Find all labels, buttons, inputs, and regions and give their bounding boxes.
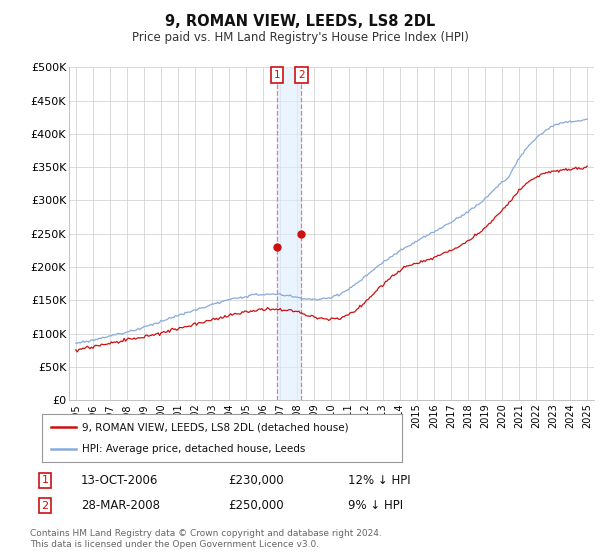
Text: 2: 2 bbox=[298, 70, 305, 80]
Text: 1: 1 bbox=[41, 475, 49, 486]
Text: £250,000: £250,000 bbox=[228, 499, 284, 512]
Text: 28-MAR-2008: 28-MAR-2008 bbox=[81, 499, 160, 512]
Text: 9, ROMAN VIEW, LEEDS, LS8 2DL (detached house): 9, ROMAN VIEW, LEEDS, LS8 2DL (detached … bbox=[82, 422, 348, 432]
Text: 9, ROMAN VIEW, LEEDS, LS8 2DL: 9, ROMAN VIEW, LEEDS, LS8 2DL bbox=[165, 14, 435, 29]
Text: 13-OCT-2006: 13-OCT-2006 bbox=[81, 474, 158, 487]
Text: £230,000: £230,000 bbox=[228, 474, 284, 487]
Text: 1: 1 bbox=[274, 70, 280, 80]
Text: 12% ↓ HPI: 12% ↓ HPI bbox=[348, 474, 410, 487]
Text: Contains HM Land Registry data © Crown copyright and database right 2024.
This d: Contains HM Land Registry data © Crown c… bbox=[30, 529, 382, 549]
Text: 2: 2 bbox=[41, 501, 49, 511]
Text: HPI: Average price, detached house, Leeds: HPI: Average price, detached house, Leed… bbox=[82, 444, 305, 454]
Bar bbox=[277, 67, 301, 400]
Text: 9% ↓ HPI: 9% ↓ HPI bbox=[348, 499, 403, 512]
Text: Price paid vs. HM Land Registry's House Price Index (HPI): Price paid vs. HM Land Registry's House … bbox=[131, 31, 469, 44]
